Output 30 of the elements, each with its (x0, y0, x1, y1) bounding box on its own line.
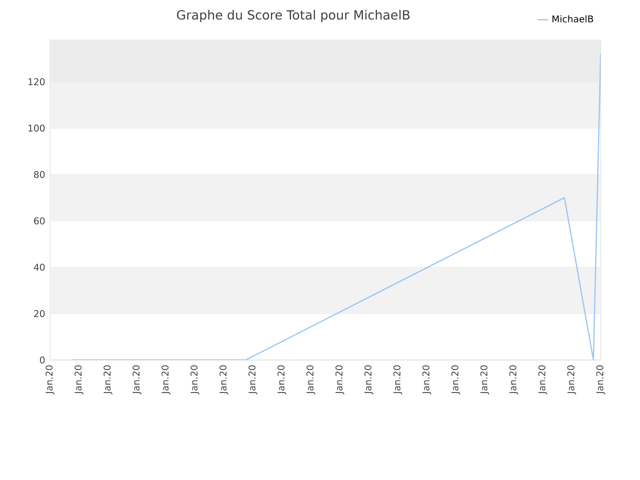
x-tick-label: Jan.20 (190, 365, 200, 394)
y-tick-label: 0 (40, 356, 45, 364)
x-tick-label: Jan.20 (596, 365, 606, 394)
x-tick-label: Jan.20 (393, 365, 402, 394)
x-tick-label: Jan.20 (335, 365, 344, 394)
x-tick-label: Jan.20 (277, 365, 286, 394)
x-tick-label: Jan.20 (480, 365, 490, 394)
y-tick-label: 80 (34, 170, 45, 178)
x-tick-label: Jan.20 (220, 365, 228, 394)
x-tick-label: Jan.20 (306, 365, 316, 394)
y-tick-label: 40 (34, 264, 45, 271)
x-tick-label: Jan.20 (74, 365, 84, 394)
x-tick-label: Jan.20 (162, 365, 170, 394)
y-tick-label: 60 (34, 217, 45, 224)
y-tick-label: 100 (28, 124, 45, 132)
x-tick-label: Jan.20 (132, 365, 142, 394)
y-tick-label: 20 (34, 310, 45, 318)
line-series (71, 53, 601, 360)
x-tick-label: Jan.20 (451, 365, 460, 394)
legend-label: MichaelB (552, 15, 594, 22)
x-tick-label: Jan.20 (538, 365, 548, 394)
x-tick-label: Jan.20 (567, 365, 576, 394)
x-tick-label: Jan.20 (104, 365, 112, 394)
x-tick-label: Jan.20 (248, 365, 258, 394)
x-tick-label: Jan.20 (509, 365, 518, 394)
y-tick-label: 120 (28, 78, 45, 86)
x-tick-label: Jan.20 (364, 365, 374, 394)
x-tick-label: Jan.20 (46, 365, 54, 394)
x-tick-label: Jan.20 (422, 365, 432, 394)
chart-title: Graphe du Score Total pour MichaelB (176, 10, 410, 22)
